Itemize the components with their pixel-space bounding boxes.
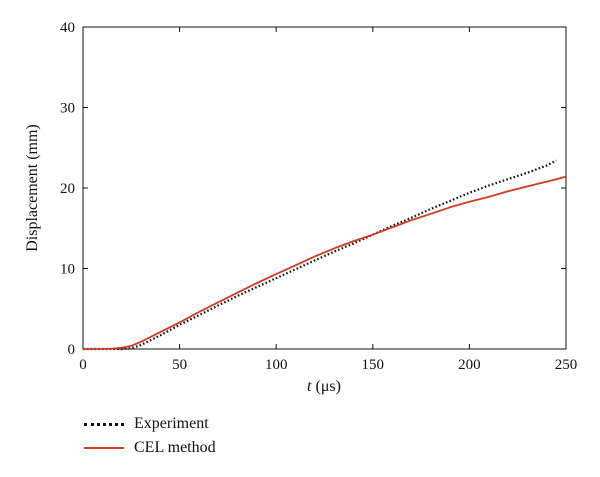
y-tick-label: 10	[60, 262, 75, 278]
legend-swatch-experiment	[84, 422, 124, 426]
legend-label-experiment: Experiment	[134, 415, 209, 432]
series-line-experiment	[83, 159, 557, 351]
plot-area-frame	[82, 26, 567, 350]
line-chart: 0 50 100 150 200 250 0 10 20 30 40 t (μs) Displace…	[24, 20, 577, 395]
legend-item-cel-method: CEL method	[84, 436, 216, 460]
legend: Experiment CEL method	[84, 412, 216, 460]
y-tick-label: 40	[60, 20, 75, 36]
x-axis-label-unit: (μs)	[311, 378, 340, 395]
x-axis-label: t (μs)	[307, 378, 341, 395]
legend-swatch-cel-method	[84, 447, 124, 449]
y-axis-label: Displacement (mm)	[24, 124, 41, 252]
y-tick-label: 20	[60, 181, 75, 197]
series-line-cel-method	[83, 175, 567, 350]
y-tick-label: 30	[60, 101, 75, 117]
x-tick-label: 0	[79, 357, 87, 373]
x-tick-label: 100	[265, 357, 288, 373]
x-tick-label: 250	[555, 357, 578, 373]
legend-label-cel-method: CEL method	[134, 439, 216, 456]
series-layer	[83, 159, 567, 351]
x-tick-label: 50	[172, 357, 187, 373]
legend-item-experiment: Experiment	[84, 412, 216, 436]
x-axis-label-italic: t	[307, 378, 312, 395]
axis-ticks	[82, 26, 567, 350]
x-tick-label: 150	[362, 357, 385, 373]
x-tick-label: 200	[458, 357, 481, 373]
y-tick-label: 0	[68, 342, 76, 358]
tick-labels: 0 50 100 150 200 250 0 10 20 30 40	[60, 20, 577, 373]
